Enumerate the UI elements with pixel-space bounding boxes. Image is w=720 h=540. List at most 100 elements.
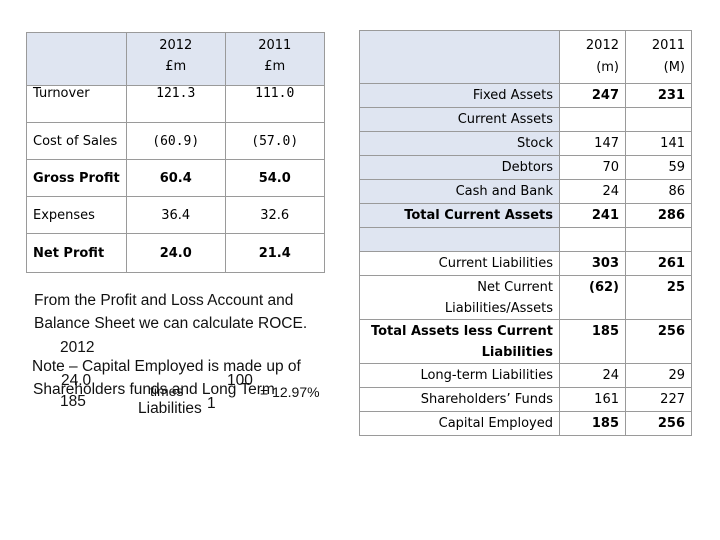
bs-row-fixed-assets: Fixed Assets 247 231 [359,83,692,108]
note-line-1: From the Profit and Loss Account and [34,292,294,309]
bs-header-row: 2012 (m) 2011 (M) [359,30,692,84]
pl-value-2012: 121.3 [125,85,226,123]
calc-factor-numerator: 100 [227,372,253,389]
pl-value-2011: 54.0 [224,159,325,197]
bs-label: Total Current Assets [359,203,560,228]
bs-value-2012: 241 [559,203,626,228]
calc-denominator: 185 [60,393,86,410]
bs-value-2011: 261 [625,251,692,276]
pl-label: Cost of Sales [26,122,127,160]
bs-value-2011: 59 [625,155,692,180]
pl-label: Gross Profit [26,159,127,197]
pl-value-2011: 21.4 [224,233,325,273]
bs-year-2011: 2011 [651,38,685,53]
note-line-3: Note – Capital Employed is made up of [32,358,301,375]
calc-result: = 12.97% [260,384,320,400]
bs-label: Net Current Liabilities/Assets [359,275,560,320]
bs-label: Long-term Liabilities [359,363,560,388]
bs-row-total-assets-less-cl: Total Assets less Current Liabilities 18… [359,319,692,364]
bs-row-current-liabilities: Current Liabilities 303 261 [359,251,692,276]
bs-value-2012 [559,227,626,252]
bs-value-2012: 24 [559,179,626,204]
bs-value-2012: 70 [559,155,626,180]
pl-value-2012: (60.9) [125,122,226,160]
profit-loss-table: 2012 £m 2011 £m Turnover 121.3 111.0 Cos… [26,32,325,273]
pl-row-net-profit: Net Profit 24.0 21.4 [26,233,325,273]
bs-value-2011: 29 [625,363,692,388]
pl-value-2011: 111.0 [224,85,325,123]
note-year: 2012 [60,339,95,356]
pl-header-empty [26,32,127,86]
bs-row-current-assets: Current Assets [359,107,692,132]
bs-label: Total Assets less Current Liabilities [359,319,560,364]
bs-label [359,227,560,252]
pl-value-2012: 36.4 [125,196,226,234]
bs-value-2011: 141 [625,131,692,156]
pl-value-2011: 32.6 [224,196,325,234]
pl-value-2011: (57.0) [224,122,325,160]
bs-value-2011 [625,227,692,252]
pl-header-2012: 2012 £m [125,32,226,86]
bs-row-stock: Stock 147 141 [359,131,692,156]
bs-value-2012: 185 [559,319,626,364]
pl-value-2012: 24.0 [125,233,226,273]
note-line-5: Liabilities [138,400,202,417]
pl-value-2012: 60.4 [125,159,226,197]
bs-year-2012: 2012 [585,38,619,53]
bs-value-2011: 256 [625,319,692,364]
bs-unit-2011: (M) [663,60,685,75]
bs-header-2012: 2012 (m) [559,30,626,84]
bs-label: Cash and Bank [359,179,560,204]
calc-times: times [150,383,184,399]
bs-value-2011: 256 [625,411,692,436]
bs-row-spacer [359,227,692,252]
bs-label: Current Liabilities [359,251,560,276]
calc-factor-denominator: 1 [207,395,216,412]
bs-value-2011: 25 [625,275,692,320]
pl-label: Expenses [26,196,127,234]
pl-header-row: 2012 £m 2011 £m [26,32,325,86]
bs-unit-2012: (m) [596,60,619,75]
bs-row-net-current: Net Current Liabilities/Assets (62) 25 [359,275,692,320]
pl-unit-2012: £m [165,59,187,74]
bs-value-2012: (62) [559,275,626,320]
bs-value-2012: 303 [559,251,626,276]
bs-label: Current Assets [359,107,560,132]
pl-year-2011: 2011 [258,38,292,53]
note-line-4: Shareholders funds and Long Term [33,381,275,398]
bs-row-capital-employed: Capital Employed 185 256 [359,411,692,436]
bs-row-long-term-liabilities: Long-term Liabilities 24 29 [359,363,692,388]
bs-value-2011: 231 [625,83,692,108]
bs-value-2012: 24 [559,363,626,388]
bs-label: Fixed Assets [359,83,560,108]
bs-value-2012: 247 [559,83,626,108]
pl-row-gross-profit: Gross Profit 60.4 54.0 [26,159,325,197]
bs-value-2011: 286 [625,203,692,228]
pl-unit-2011: £m [264,59,286,74]
bs-value-2011: 227 [625,387,692,412]
bs-row-cash-and-bank: Cash and Bank 24 86 [359,179,692,204]
bs-row-debtors: Debtors 70 59 [359,155,692,180]
bs-label: Shareholders’ Funds [359,387,560,412]
bs-header-empty [359,30,560,84]
bs-value-2012: 185 [559,411,626,436]
bs-label: Stock [359,131,560,156]
calc-numerator: 24.0 [61,372,92,389]
balance-sheet-table: 2012 (m) 2011 (M) Fixed Assets 247 231 C… [359,30,692,436]
pl-label: Net Profit [26,233,127,273]
bs-value-2012 [559,107,626,132]
bs-header-2011: 2011 (M) [625,30,692,84]
pl-row-turnover: Turnover 121.3 111.0 [26,85,325,123]
pl-row-expenses: Expenses 36.4 32.6 [26,196,325,234]
bs-value-2011 [625,107,692,132]
note-line-2: Balance Sheet we can calculate ROCE. [34,315,308,332]
pl-label: Turnover [26,85,127,123]
bs-value-2012: 161 [559,387,626,412]
bs-row-total-current-assets: Total Current Assets 241 286 [359,203,692,228]
pl-header-2011: 2011 £m [224,32,325,86]
bs-row-shareholders-funds: Shareholders’ Funds 161 227 [359,387,692,412]
bs-value-2011: 86 [625,179,692,204]
bs-label: Capital Employed [359,411,560,436]
bs-value-2012: 147 [559,131,626,156]
bs-label: Debtors [359,155,560,180]
